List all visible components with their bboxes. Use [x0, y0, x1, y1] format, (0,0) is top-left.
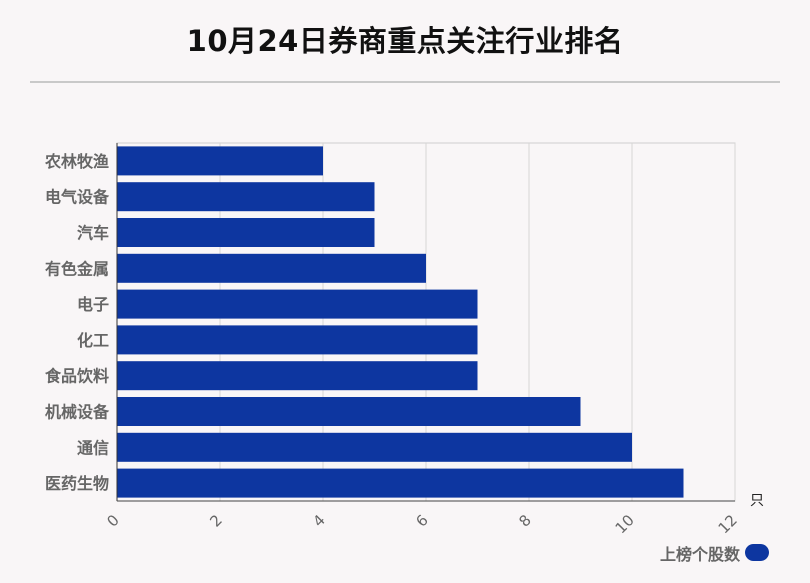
x-tick-label: 4: [309, 511, 328, 530]
chart-title: 10月24日券商重点关注行业排名: [186, 24, 624, 58]
x-tick-label: 2: [206, 511, 225, 530]
category-label: 机械设备: [45, 403, 110, 422]
category-label: 电气设备: [45, 188, 110, 207]
x-tick-label: 0: [103, 511, 122, 530]
bar: [117, 289, 478, 319]
bar: [117, 146, 323, 176]
bar: [117, 182, 375, 212]
bar: [117, 432, 632, 462]
bar: [117, 218, 375, 247]
bar: [117, 325, 478, 355]
title-divider: [30, 81, 780, 83]
category-label: 食品饮料: [44, 367, 109, 386]
x-tick-label: 6: [412, 511, 431, 530]
category-label: 汽车: [77, 224, 109, 243]
category-label: 通信: [77, 438, 109, 457]
category-label: 农林牧渔: [44, 152, 109, 171]
x-tick-label: 10: [612, 511, 638, 537]
legend-swatch: [745, 544, 769, 561]
category-label: 有色金属: [45, 259, 109, 278]
bar: [117, 253, 426, 283]
bar: [117, 361, 478, 391]
legend-label: 上榜个股数: [660, 545, 741, 564]
category-label: 化工: [77, 331, 109, 350]
category-label: 医药生物: [45, 474, 109, 493]
bar: [117, 468, 684, 498]
legend[interactable]: 上榜个股数: [660, 541, 810, 564]
x-axis-unit-label: 只: [750, 493, 764, 509]
category-label: 电子: [77, 295, 109, 314]
x-tick-label: 8: [515, 511, 534, 530]
bar: [117, 397, 581, 426]
x-tick-label: 12: [715, 511, 741, 537]
